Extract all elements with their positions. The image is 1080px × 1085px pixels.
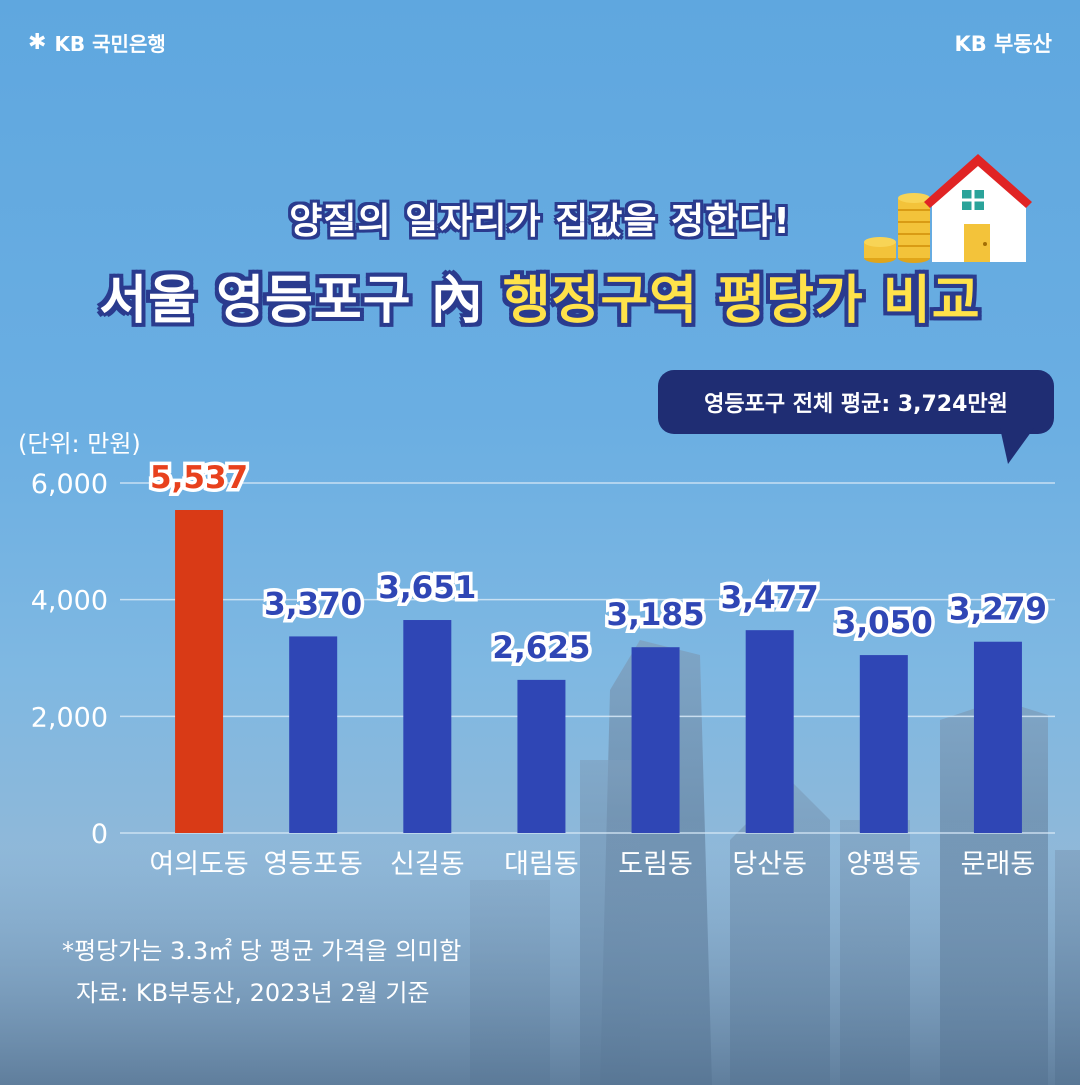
data-label: 3,370 — [264, 586, 362, 622]
x-tick-label: 문래동 — [961, 849, 1036, 880]
x-tick-label: 양평동 — [847, 849, 922, 880]
callout-tail — [1000, 428, 1034, 464]
house-icon — [924, 154, 1032, 262]
footnote: *평당가는 3.3㎡ 당 평균 가격을 의미함 자료: KB부동산, 2023년… — [62, 930, 461, 1014]
bar — [859, 655, 908, 833]
bank-name: KB 국민은행 — [54, 32, 166, 56]
house-coins-icon — [864, 154, 1032, 263]
x-tick-label: 영등포동 — [264, 849, 363, 880]
kb-realestate-logo: KB 부동산 — [954, 32, 1052, 56]
y-tick-label: 0 — [91, 819, 108, 850]
data-label: 5,537 — [150, 460, 248, 496]
kb-star-icon: ✱ — [28, 30, 47, 55]
x-tick-label: 당산동 — [732, 849, 807, 880]
kb-bank-logo: ✱ KB 국민은행 — [28, 28, 166, 57]
bar — [289, 636, 338, 833]
data-label: 3,185 — [607, 597, 705, 633]
data-label: 3,651 — [378, 570, 476, 606]
headline-title: 서울 영등포구 內 행정구역 평당가 비교 — [0, 258, 1080, 333]
data-label: 3,279 — [949, 592, 1047, 628]
x-tick-label: 도림동 — [618, 849, 693, 880]
bar — [745, 630, 794, 833]
bar-chart: 0 2,000 4,000 6,000 5,537 여의도동 3,370 영등포동 3,651 신… — [31, 460, 1055, 880]
y-tick-label: 6,000 — [31, 469, 108, 500]
title-part-white: 서울 영등포구 內 — [99, 271, 484, 331]
title-part-yellow: 행정구역 평당가 비교 — [502, 271, 981, 331]
y-tick-label: 4,000 — [31, 586, 108, 617]
bar — [403, 620, 452, 833]
bar — [631, 647, 680, 833]
footnote-definition: *평당가는 3.3㎡ 당 평균 가격을 의미함 — [62, 937, 462, 965]
x-tick-label: 신길동 — [390, 849, 465, 880]
headline-subtitle: 양질의 일자리가 집값을 정한다! — [289, 201, 791, 242]
data-label: 3,050 — [835, 605, 933, 641]
data-label: 3,477 — [721, 580, 819, 616]
x-tick-label: 여의도동 — [149, 849, 248, 880]
footnote-source: 자료: KB부동산, 2023년 2월 기준 — [76, 979, 430, 1007]
bar — [973, 641, 1022, 833]
average-callout: 영등포구 전체 평균: 3,724만원 — [658, 370, 1054, 434]
data-label: 2,625 — [492, 630, 590, 666]
coin-stack-icon — [864, 193, 930, 263]
unit-label: (단위: 만원) — [18, 430, 141, 458]
bar — [175, 510, 224, 833]
bar — [517, 679, 566, 833]
x-tick-label: 대림동 — [504, 849, 579, 880]
y-tick-label: 2,000 — [31, 702, 108, 733]
